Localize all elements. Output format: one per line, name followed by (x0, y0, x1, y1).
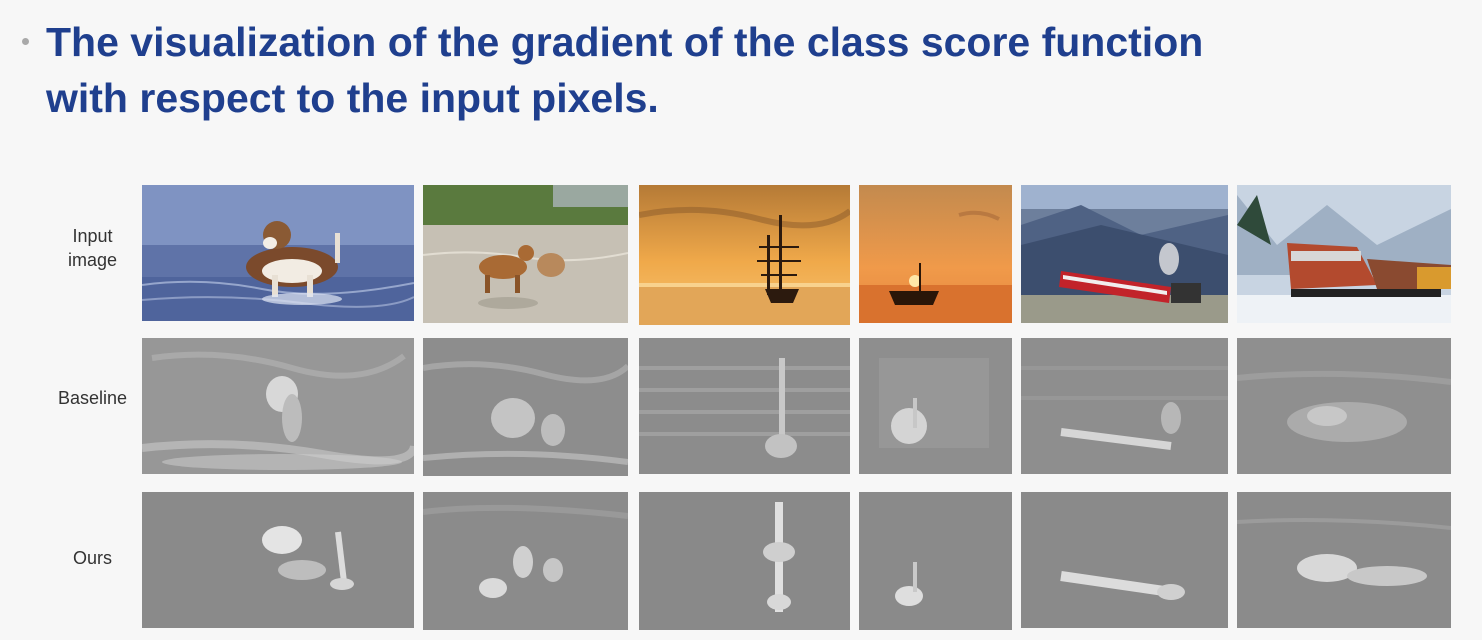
input-image-red-train (1021, 185, 1228, 323)
row-label-input: Input image (40, 224, 145, 272)
ours-saliency-dog-water (142, 492, 414, 628)
baseline-saliency-locomotive-snow (1237, 338, 1451, 474)
ours-saliency-boat-sunset (859, 492, 1012, 630)
row-label-input-line1: Input (72, 226, 113, 246)
title-line-1: The visualization of the gradient of the… (46, 19, 1204, 65)
input-image-two-dogs (423, 185, 628, 323)
input-image-boat-sunset (859, 185, 1012, 323)
input-image-dog-water (142, 185, 414, 321)
slide-title: The visualization of the gradient of the… (46, 14, 1446, 126)
bullet-dot-icon (22, 38, 29, 45)
ours-saliency-ship-sunset (639, 492, 850, 630)
ours-saliency-two-dogs (423, 492, 628, 630)
baseline-saliency-ship-sunset (639, 338, 850, 474)
baseline-saliency-boat-sunset (859, 338, 1012, 474)
baseline-saliency-red-train (1021, 338, 1228, 474)
row-label-ours: Ours (72, 548, 112, 568)
baseline-saliency-two-dogs (423, 338, 628, 476)
title-line-2: with respect to the input pixels. (46, 75, 659, 121)
row-label-baseline: Baseline (57, 388, 128, 408)
baseline-saliency-dog-water (142, 338, 414, 474)
ours-saliency-locomotive-snow (1237, 492, 1451, 628)
ours-saliency-red-train (1021, 492, 1228, 628)
row-label-input-line2: image (67, 250, 118, 270)
input-image-ship-sunset (639, 185, 850, 325)
input-image-locomotive-snow (1237, 185, 1451, 323)
